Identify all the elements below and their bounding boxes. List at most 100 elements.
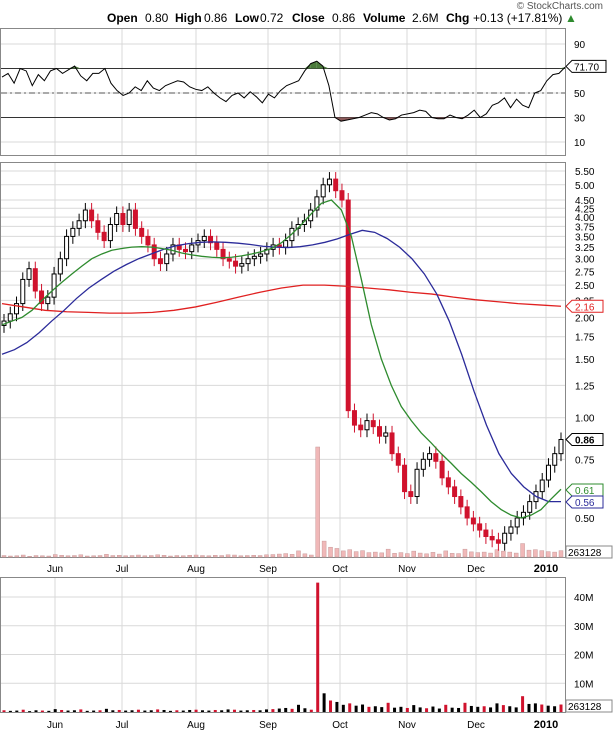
volume-overlay-bar bbox=[513, 552, 519, 558]
candle-body bbox=[132, 209, 138, 229]
rsi-tick-label: 30 bbox=[574, 114, 586, 125]
volume-bar bbox=[373, 706, 377, 712]
volume-overlay-bar bbox=[315, 446, 320, 558]
volume-overlay-bar bbox=[142, 555, 148, 558]
candle-body bbox=[45, 296, 51, 305]
volume-bar bbox=[546, 705, 550, 712]
price-volume-overlay bbox=[1, 446, 564, 558]
volume-overlay-bar bbox=[552, 551, 557, 558]
candle-body bbox=[383, 432, 389, 437]
price-volume-tag bbox=[565, 545, 613, 559]
volume-overlay-bar bbox=[481, 551, 487, 558]
volume-bar bbox=[335, 701, 339, 712]
volume-bar bbox=[482, 706, 486, 712]
volume-bar bbox=[354, 705, 358, 712]
volume-overlay-bar bbox=[392, 553, 397, 558]
candle-body bbox=[514, 517, 520, 528]
volume-bar bbox=[271, 709, 275, 712]
price-volume-value: 263128 bbox=[568, 548, 602, 559]
candle-body bbox=[433, 453, 439, 462]
volume-bar bbox=[213, 709, 217, 712]
open-value: 0.80 bbox=[145, 11, 169, 25]
volume-overlay-bar bbox=[321, 540, 327, 558]
volume-overlay-bar bbox=[277, 553, 282, 558]
volume-bar bbox=[111, 710, 115, 712]
close-value: 0.86 bbox=[575, 436, 595, 447]
volume-overlay-bar bbox=[200, 555, 205, 558]
volume-bar bbox=[181, 710, 185, 712]
volume-bar bbox=[450, 707, 454, 712]
candle-body bbox=[82, 209, 88, 222]
volume-bar bbox=[162, 709, 166, 712]
candle-body bbox=[233, 260, 239, 267]
rsi-panel bbox=[0, 28, 566, 156]
candle-body bbox=[439, 460, 445, 479]
candle-body bbox=[520, 511, 526, 519]
ma-long-line bbox=[1, 284, 562, 314]
volume-bar bbox=[8, 710, 12, 712]
volume-bar bbox=[28, 711, 32, 713]
ma-short-tag bbox=[565, 483, 604, 497]
volume-overlay-bar bbox=[251, 555, 256, 558]
price-panel bbox=[0, 162, 566, 558]
candle-body bbox=[377, 426, 383, 437]
volume-overlay-bar bbox=[78, 554, 84, 558]
volume-overlay-bar bbox=[430, 552, 436, 558]
candle-body bbox=[226, 258, 232, 262]
volume-bar bbox=[559, 704, 563, 712]
candle-body bbox=[139, 227, 145, 237]
volume-bar bbox=[508, 706, 512, 712]
volume-bar bbox=[136, 709, 140, 712]
volume-overlay-bar bbox=[366, 552, 372, 558]
volume-bar bbox=[40, 710, 44, 712]
candle-body bbox=[76, 220, 82, 229]
candle-body bbox=[201, 235, 207, 242]
candle-body bbox=[70, 227, 76, 237]
candle-body bbox=[539, 479, 545, 493]
price-tick-label: 4.00 bbox=[575, 213, 595, 224]
month-tick-label: Aug bbox=[187, 720, 205, 731]
volume-overlay-bar bbox=[456, 553, 461, 558]
volume-bar bbox=[117, 709, 121, 712]
volume-bar bbox=[348, 703, 352, 712]
volume-bar bbox=[412, 705, 416, 712]
volume-overlay-bar bbox=[8, 555, 13, 558]
volume-overlay-bar bbox=[97, 555, 103, 558]
rsi-overbought-fill bbox=[322, 66, 329, 69]
candle-body bbox=[145, 235, 151, 246]
volume-value: 2.6M bbox=[412, 11, 439, 25]
price-tick-label: 3.75 bbox=[575, 222, 595, 233]
candle-body bbox=[389, 432, 395, 455]
volume-bar bbox=[444, 704, 448, 712]
month-tick-label: Sep bbox=[259, 720, 277, 731]
ma-mid-value: 0.56 bbox=[575, 498, 595, 509]
candle-body bbox=[214, 242, 220, 250]
month-tick-label: Nov bbox=[398, 564, 416, 575]
candle-body bbox=[326, 178, 332, 186]
volume-overlay-bar bbox=[360, 550, 365, 558]
month-tick-label: Nov bbox=[398, 720, 416, 731]
volume-tick-label: 30M bbox=[574, 622, 593, 633]
close-label: Close bbox=[292, 11, 325, 25]
volume-bar bbox=[303, 708, 307, 712]
volume-bar bbox=[15, 710, 19, 712]
volume-overlay-bar bbox=[181, 555, 186, 558]
candle-body bbox=[239, 263, 245, 267]
volume-overlay-bar bbox=[334, 548, 340, 558]
rsi-value-tag bbox=[565, 59, 607, 73]
candle-body bbox=[95, 220, 101, 233]
candle-body bbox=[445, 477, 451, 488]
candle-body bbox=[545, 464, 551, 481]
volume-bar bbox=[277, 708, 281, 712]
candle-body bbox=[126, 209, 132, 226]
volume-layer bbox=[2, 582, 563, 713]
candle-body bbox=[89, 209, 95, 222]
volume-overlay-bar bbox=[123, 555, 128, 558]
volume-overlay-bar bbox=[206, 555, 212, 558]
volume-overlay-bar bbox=[545, 551, 551, 558]
volume-overlay-bar bbox=[309, 554, 314, 558]
volume-bar bbox=[194, 709, 198, 712]
volume-bar bbox=[21, 709, 25, 712]
chg-up-icon: ▲ bbox=[565, 11, 577, 25]
candle-body bbox=[395, 453, 401, 466]
